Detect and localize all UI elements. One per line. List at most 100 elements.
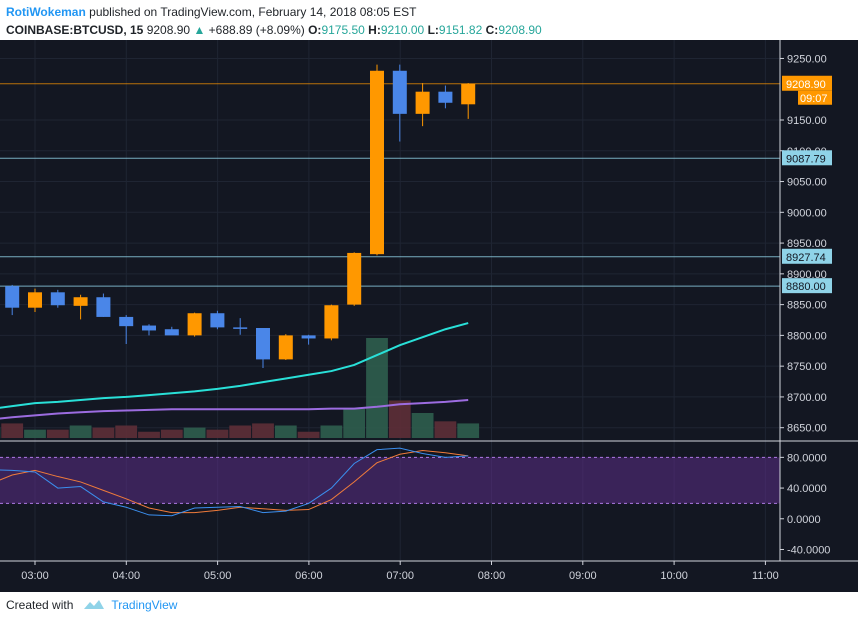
level-tag: 8927.74 xyxy=(786,252,826,264)
time-tick-label: 09:00 xyxy=(569,570,597,582)
footer: Created with TradingView xyxy=(6,598,177,612)
rsi-tick-label: 40.0000 xyxy=(787,483,827,495)
volume-bar xyxy=(388,400,411,438)
volume-bar xyxy=(297,431,320,438)
countdown-tag: 09:07 xyxy=(800,93,828,105)
candles xyxy=(5,64,476,368)
volume-bar xyxy=(92,427,115,438)
time-tick-label: 05:00 xyxy=(204,570,232,582)
created-with-label: Created with xyxy=(6,598,74,612)
price-change: +688.89 (+8.09%) xyxy=(208,23,305,37)
candle-body xyxy=(438,91,453,103)
volume-bar xyxy=(411,413,434,438)
price-tags: 9087.79 8927.74 8880.00 9208.90 09:07 xyxy=(782,75,832,294)
price-tick-label: 9250.00 xyxy=(787,53,827,65)
time-tick-label: 10:00 xyxy=(660,570,688,582)
rsi-pane xyxy=(0,440,858,517)
candle-body xyxy=(28,292,42,308)
up-arrow-icon: ▲ xyxy=(193,23,206,37)
level-tag: 8880.00 xyxy=(786,281,826,293)
volume-bar xyxy=(183,427,206,438)
time-tick-label: 03:00 xyxy=(21,570,49,582)
candle-body xyxy=(461,83,476,105)
volume-bar xyxy=(138,431,160,438)
author-link[interactable]: RotiWokeman xyxy=(6,5,86,19)
candle-body xyxy=(370,70,384,255)
published-text: published on TradingView.com, February 1… xyxy=(89,5,417,19)
volume-bar xyxy=(434,421,457,438)
candle-body xyxy=(142,325,156,331)
price-tick-label: 8850.00 xyxy=(787,300,827,312)
close-label: C: xyxy=(485,23,499,37)
tradingview-logo-icon xyxy=(84,600,105,609)
price-tick-label: 9150.00 xyxy=(787,115,827,127)
candle-body xyxy=(347,252,362,305)
volume-bar xyxy=(46,429,69,438)
candle-body xyxy=(210,313,225,328)
candle-body xyxy=(5,286,20,308)
candle-body xyxy=(50,292,65,306)
volume-bar xyxy=(457,423,480,438)
level-tag: 9087.79 xyxy=(786,153,826,165)
volume-bar xyxy=(24,429,46,438)
level-tag-bg xyxy=(782,278,832,294)
rsi-tick-label: 80.0000 xyxy=(787,452,827,464)
level-tag-bg xyxy=(782,150,832,166)
tradingview-link[interactable]: TradingView xyxy=(111,598,178,612)
rsi-band xyxy=(0,457,780,504)
price-tick-label: 8650.00 xyxy=(787,423,827,435)
volume-bar xyxy=(69,425,92,438)
ma-fast-line xyxy=(0,322,469,409)
price-tick-label: 8950.00 xyxy=(787,238,827,250)
price-tick-label: 9000.00 xyxy=(787,207,827,219)
price-tick-label: 8750.00 xyxy=(787,361,827,373)
volume-layer xyxy=(0,338,480,438)
volume-bar xyxy=(343,408,366,438)
high-label: H: xyxy=(368,23,381,37)
last-price-tag: 9208.90 xyxy=(786,79,826,91)
last-price: 9208.90 xyxy=(146,23,191,37)
price-tick-label: 8900.00 xyxy=(787,269,827,281)
candle-body xyxy=(301,335,316,339)
time-tick-label: 11:00 xyxy=(752,570,779,582)
rsi-d-line xyxy=(0,449,469,514)
price-tick-label: 8700.00 xyxy=(787,392,827,404)
candle-body xyxy=(324,305,339,339)
price-chart[interactable]: 9250.009150.009100.009050.009000.008950.… xyxy=(0,40,858,592)
volume-bar xyxy=(320,425,343,438)
volume-bar xyxy=(274,425,297,438)
publish-info: RotiWokeman published on TradingView.com… xyxy=(6,5,416,19)
candle-body xyxy=(119,316,134,327)
time-tick-label: 04:00 xyxy=(113,570,141,582)
volume-bar xyxy=(206,429,229,438)
volume-bar xyxy=(115,425,138,438)
rsi-tick-label: -40.0000 xyxy=(787,544,830,556)
candle-body xyxy=(73,297,88,306)
chart-background xyxy=(0,40,858,592)
axes: 9250.009150.009100.009050.009000.008950.… xyxy=(0,40,858,582)
last-price-tag-bg xyxy=(782,75,832,91)
symbol-info: COINBASE:BTCUSD, 15 9208.90 ▲ +688.89 (+… xyxy=(6,23,542,37)
level-tag-bg xyxy=(782,248,832,264)
candle-body xyxy=(256,328,270,360)
low-value: 9151.82 xyxy=(438,23,483,37)
main-grid xyxy=(0,40,780,561)
price-tick-label: 8800.00 xyxy=(787,330,827,342)
price-tick-label: 9050.00 xyxy=(787,177,827,189)
open-label: O: xyxy=(308,23,322,37)
volume-bar xyxy=(366,338,388,438)
symbol-label: COINBASE:BTCUSD, 15 xyxy=(6,23,144,37)
candle-body xyxy=(392,70,407,114)
low-label: L: xyxy=(427,23,439,37)
candle-body xyxy=(233,327,248,329)
open-value: 9175.50 xyxy=(321,23,365,37)
time-tick-label: 07:00 xyxy=(386,570,414,582)
volume-bar xyxy=(160,429,183,438)
candle-body xyxy=(164,329,179,336)
rsi-tick-label: 0.0000 xyxy=(787,514,821,526)
ma-slow-line xyxy=(0,399,469,420)
candle-body xyxy=(278,335,293,360)
time-tick-label: 06:00 xyxy=(295,570,323,582)
candle-body xyxy=(415,91,430,114)
horizontal-lines xyxy=(0,83,780,287)
